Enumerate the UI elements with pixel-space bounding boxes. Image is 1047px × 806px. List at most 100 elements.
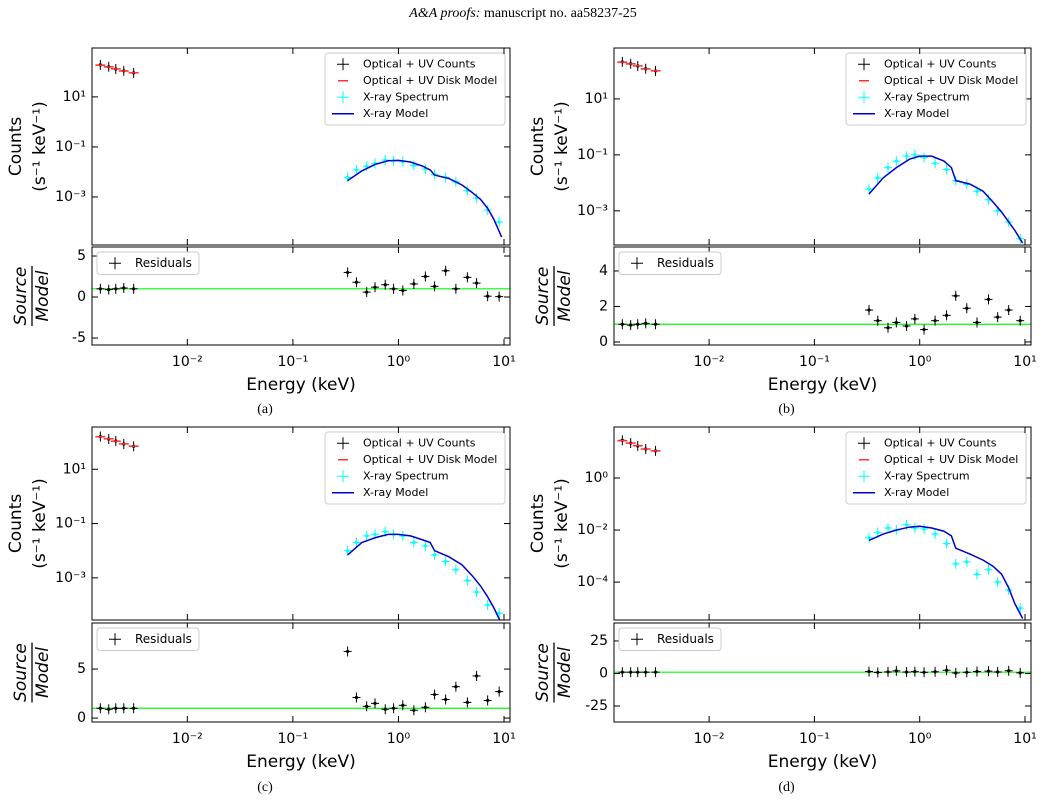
legend-box bbox=[96, 627, 200, 651]
y-axis-label: (s⁻¹ keV⁻¹) bbox=[552, 478, 572, 568]
point bbox=[346, 175, 350, 180]
point bbox=[365, 164, 369, 168]
point bbox=[486, 603, 490, 607]
point bbox=[465, 275, 469, 279]
point bbox=[876, 670, 880, 675]
point bbox=[365, 704, 369, 708]
y-tick-label: 4 bbox=[599, 263, 608, 279]
x-tick-label: 10⁻¹ bbox=[277, 354, 308, 370]
point bbox=[965, 306, 969, 310]
data-point bbox=[865, 532, 874, 543]
data-point bbox=[884, 162, 893, 173]
data-point bbox=[381, 279, 390, 290]
data-point bbox=[129, 703, 138, 714]
data-point bbox=[865, 184, 874, 195]
data-point bbox=[633, 319, 642, 330]
y-tick-label: 10⁻¹ bbox=[577, 147, 608, 163]
y-tick-label: 25 bbox=[590, 633, 608, 649]
data-point bbox=[111, 703, 120, 714]
data-point bbox=[96, 703, 105, 714]
data-point bbox=[463, 575, 472, 586]
point bbox=[620, 670, 624, 674]
y-tick-label: 5 bbox=[77, 248, 86, 264]
model-line bbox=[347, 159, 503, 238]
data-point bbox=[942, 310, 951, 321]
legend-box bbox=[618, 627, 722, 651]
point bbox=[373, 701, 377, 705]
model-line bbox=[868, 525, 1024, 619]
data-point bbox=[910, 313, 919, 324]
data-point bbox=[993, 666, 1002, 677]
data-point bbox=[962, 303, 971, 314]
x-tick-label: 10⁰ bbox=[908, 731, 932, 747]
point bbox=[132, 287, 136, 291]
data-point bbox=[430, 549, 439, 560]
data-point bbox=[104, 704, 113, 715]
point bbox=[444, 559, 448, 564]
point bbox=[644, 670, 648, 674]
legend-box bbox=[324, 431, 506, 505]
point bbox=[1018, 319, 1022, 323]
data-point bbox=[931, 666, 940, 677]
point bbox=[954, 562, 958, 566]
x-tick-label: 10⁰ bbox=[387, 731, 411, 747]
point bbox=[132, 706, 136, 710]
data-point bbox=[398, 285, 407, 296]
point bbox=[944, 167, 949, 172]
point bbox=[474, 590, 479, 594]
data-point bbox=[951, 290, 960, 301]
point bbox=[944, 542, 949, 546]
point bbox=[122, 706, 126, 710]
point bbox=[401, 288, 405, 293]
data-point bbox=[1016, 315, 1025, 326]
data-point bbox=[1004, 305, 1013, 316]
point bbox=[354, 168, 359, 172]
y-label-denominator: Model bbox=[555, 270, 575, 321]
data-point bbox=[984, 564, 993, 575]
x-tick-label: 10⁰ bbox=[908, 354, 932, 370]
point bbox=[867, 536, 871, 540]
data-point bbox=[902, 151, 911, 162]
axes-frame bbox=[91, 246, 511, 346]
point bbox=[373, 285, 377, 289]
y-axis-label: Counts bbox=[6, 117, 26, 176]
point bbox=[876, 176, 880, 180]
point bbox=[365, 534, 369, 538]
point bbox=[933, 670, 937, 674]
legend-label: X-ray Spectrum bbox=[363, 469, 449, 482]
data-point bbox=[884, 666, 893, 677]
point bbox=[454, 568, 458, 572]
data-point bbox=[910, 522, 919, 533]
data-point bbox=[873, 315, 882, 326]
data-point bbox=[993, 577, 1002, 588]
manuscript: manuscript no. aa58237-25 bbox=[484, 6, 637, 21]
point bbox=[412, 163, 416, 168]
plot-area bbox=[617, 435, 1025, 619]
data-point bbox=[343, 172, 352, 183]
point bbox=[454, 287, 458, 291]
point bbox=[486, 698, 490, 703]
page-header: A&A proofs: manuscript no. aa58237-25 bbox=[408, 6, 636, 21]
data-point bbox=[343, 646, 352, 657]
data-point bbox=[962, 667, 971, 678]
data-point bbox=[483, 695, 492, 706]
point bbox=[913, 153, 917, 157]
legend-label: X-ray Spectrum bbox=[884, 90, 970, 103]
data-point bbox=[381, 704, 390, 715]
x-tick-label: 10¹ bbox=[1013, 354, 1036, 370]
point bbox=[412, 282, 416, 286]
axes-frame bbox=[91, 622, 511, 723]
point bbox=[1007, 669, 1011, 673]
point bbox=[975, 189, 979, 193]
legend-box bbox=[96, 251, 200, 275]
point bbox=[886, 326, 890, 330]
point bbox=[346, 649, 350, 654]
point bbox=[922, 527, 926, 531]
point bbox=[886, 670, 890, 674]
data-point bbox=[119, 703, 128, 714]
legend-label: Residuals bbox=[657, 256, 714, 270]
y-tick-label: 10⁻¹ bbox=[55, 139, 86, 155]
data-point bbox=[371, 282, 380, 293]
point bbox=[497, 220, 501, 224]
figure-caption: (d) bbox=[778, 780, 795, 795]
